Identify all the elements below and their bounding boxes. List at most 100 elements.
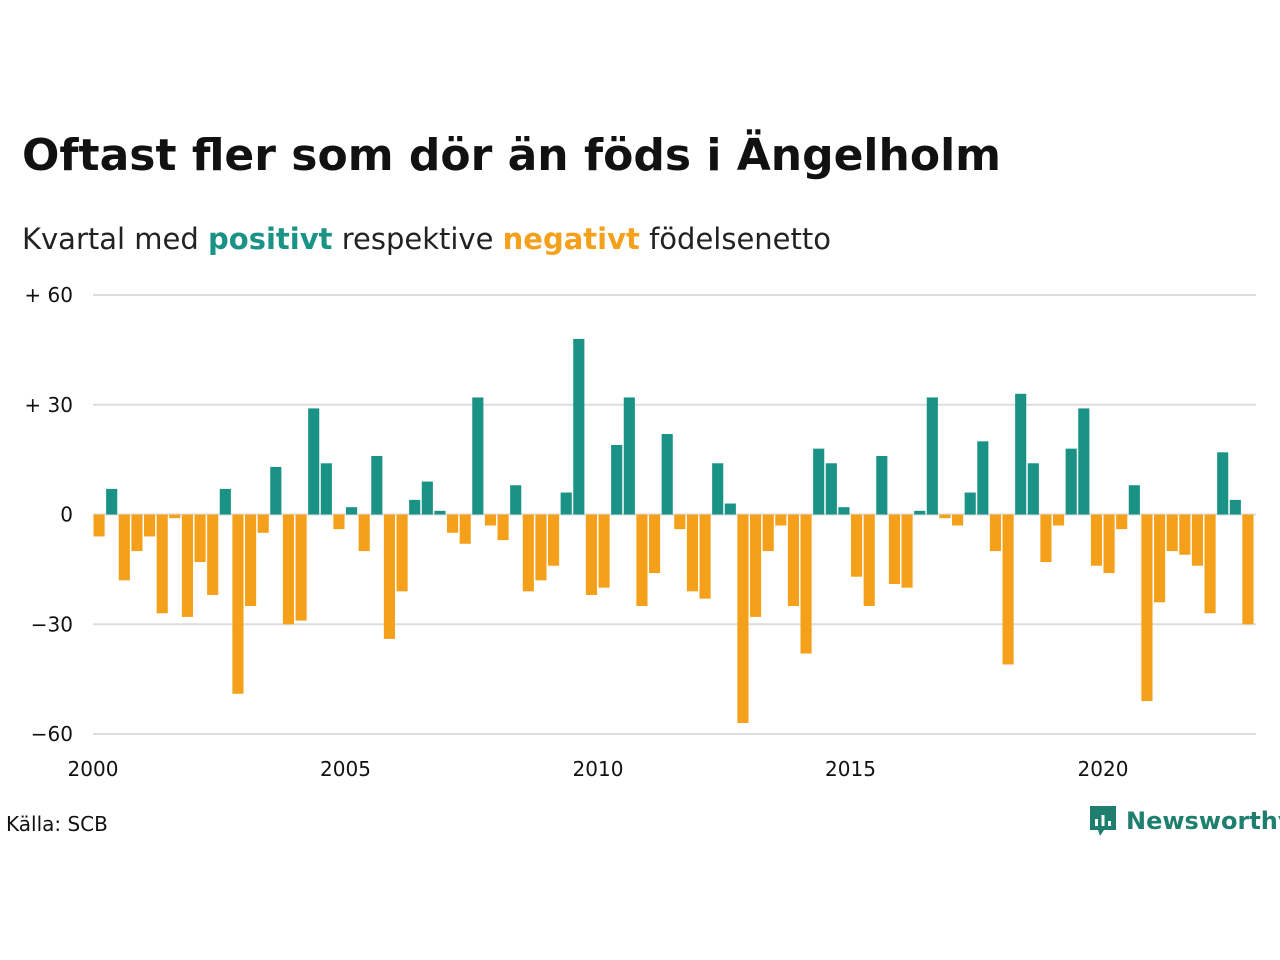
bar (181, 514, 194, 617)
source-note: Källa: SCB (6, 812, 108, 836)
bar (585, 514, 598, 595)
bar (1002, 514, 1014, 665)
bar (409, 499, 421, 515)
bar (674, 514, 686, 530)
y-axis-ticks: + 60 + 30 0 −30 −60 (24, 283, 73, 746)
bar (699, 514, 711, 599)
bar (358, 514, 370, 552)
x-tick-label: 2020 (1078, 757, 1129, 781)
bar (270, 466, 282, 515)
bar (863, 514, 875, 606)
bar (1204, 514, 1216, 614)
bar (901, 514, 913, 588)
bar (977, 441, 989, 515)
bar (686, 514, 699, 592)
bar (952, 514, 964, 526)
bar (144, 514, 156, 537)
bar (1128, 485, 1140, 515)
bar (838, 507, 850, 515)
bar (775, 514, 787, 526)
bar (762, 514, 774, 552)
bar (1103, 514, 1115, 574)
bar (447, 514, 459, 533)
bar (1141, 514, 1153, 702)
bar (548, 514, 560, 566)
bar (1015, 393, 1027, 515)
bars (93, 338, 1254, 724)
bar (194, 514, 206, 563)
bar (876, 455, 888, 515)
bar (371, 455, 383, 515)
bar (649, 514, 661, 574)
y-tick-label: 0 (60, 503, 73, 527)
subtitle-negative-label: negativt (502, 222, 640, 256)
bar (623, 397, 635, 515)
subtitle-positive-label: positivt (208, 222, 333, 256)
bar (497, 514, 509, 541)
subtitle-text-1: Kvartal med (22, 222, 209, 256)
bar (888, 514, 901, 585)
bar (106, 488, 118, 515)
brand-name: Newsworthy (1126, 807, 1280, 835)
bar (926, 397, 938, 515)
bar (346, 507, 358, 515)
bar (257, 514, 269, 533)
bar (1191, 514, 1204, 566)
bar (1242, 514, 1254, 625)
bar (611, 444, 623, 515)
bar (598, 514, 610, 588)
bar (156, 514, 168, 614)
bar (510, 485, 522, 515)
bar (1166, 514, 1178, 552)
bar (825, 463, 837, 515)
x-tick-label: 2005 (320, 757, 371, 781)
newsworthy-logo-icon (1090, 806, 1116, 836)
y-tick-label: −60 (31, 722, 73, 746)
bar (308, 408, 320, 515)
bar (851, 514, 863, 577)
bar (573, 338, 585, 515)
y-tick-label: −30 (31, 612, 73, 636)
bar (484, 514, 497, 526)
bar (1053, 514, 1065, 526)
y-tick-label: + 60 (24, 283, 73, 307)
bar (1065, 448, 1077, 515)
bar (1116, 514, 1128, 530)
bar (333, 514, 345, 530)
bar (750, 514, 762, 617)
bar (459, 514, 471, 544)
bar (1078, 408, 1090, 515)
bar (434, 510, 446, 515)
bar (1154, 514, 1166, 603)
bar (1027, 463, 1039, 515)
bar (787, 514, 800, 606)
subtitle-text-2: respektive (332, 222, 503, 256)
bar (169, 514, 181, 519)
bar (320, 463, 332, 515)
bar (1179, 514, 1191, 555)
bar (245, 514, 257, 606)
bar (396, 514, 408, 592)
bar (93, 514, 105, 537)
bar (712, 463, 724, 515)
bar (724, 503, 736, 515)
bar (560, 492, 572, 515)
x-tick-label: 2000 (68, 757, 119, 781)
bar (939, 514, 951, 519)
bar (737, 514, 749, 724)
chart-title: Oftast fler som dör än föds i Ängelholm (22, 130, 1001, 181)
bar (522, 514, 534, 592)
bar (661, 434, 673, 515)
bar (232, 514, 244, 694)
bar (989, 514, 1002, 552)
brand: Newsworthy (1088, 804, 1280, 838)
bar (800, 514, 812, 654)
bar (813, 448, 825, 515)
bar (219, 488, 231, 515)
x-tick-label: 2015 (825, 757, 876, 781)
bar (1229, 499, 1241, 515)
x-tick-label: 2010 (573, 757, 624, 781)
bar (964, 492, 976, 515)
bar (1217, 452, 1229, 515)
bar (914, 510, 926, 515)
